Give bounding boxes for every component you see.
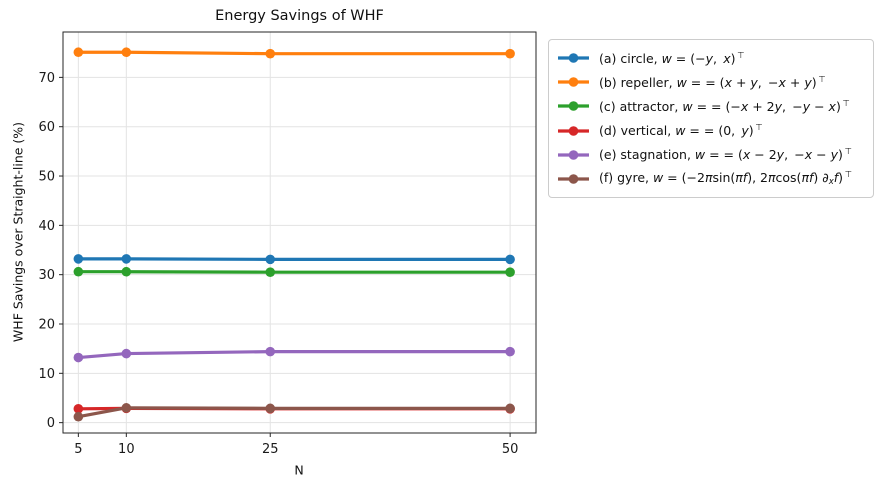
- data-point-c: [265, 267, 276, 278]
- legend-item-b: (b) repeller, w = = (x + y, −x + y) ⊤: [557, 70, 867, 94]
- data-point-f: [265, 403, 276, 414]
- y-tick-label: 30: [38, 268, 55, 283]
- x-tick-label: 10: [118, 442, 135, 457]
- data-point-c: [505, 267, 515, 278]
- y-tick-label: 0: [47, 416, 55, 431]
- legend-marker-icon: [558, 53, 589, 63]
- data-point-a: [265, 254, 276, 265]
- data-point-d: [73, 404, 84, 414]
- x-tick-label: 5: [74, 442, 82, 457]
- data-point-c: [73, 266, 84, 277]
- legend-label: (d) vertical, w = = (0, y) ⊤: [599, 123, 763, 139]
- data-point-e: [505, 346, 515, 357]
- legend-item-c: (c) attractor, w = = (−x + 2y, −y − x) ⊤: [557, 94, 867, 118]
- x-tick-label: 50: [502, 442, 519, 457]
- y-tick-label: 70: [38, 71, 55, 86]
- x-tick-label: 25: [262, 442, 279, 457]
- legend-item-a: (a) circle, w = (−y, x) ⊤: [557, 46, 867, 70]
- series-line-f: [76, 406, 512, 419]
- y-tick-label: 10: [38, 367, 55, 382]
- data-point-e: [73, 352, 84, 363]
- legend-label: (b) repeller, w = = (x + y, −x + y) ⊤: [599, 74, 826, 90]
- legend-box: (a) circle, w = (−y, x) ⊤ (b) repeller, w…: [548, 39, 874, 198]
- y-tick-label: 40: [38, 219, 55, 234]
- data-point-b: [121, 47, 132, 58]
- data-point-f: [505, 403, 515, 414]
- y-tick-label: 60: [38, 120, 55, 135]
- data-point-f: [73, 411, 84, 422]
- data-point-b: [73, 47, 84, 58]
- legend-label: (a) circle, w = (−y, x) ⊤: [599, 50, 745, 66]
- legend-item-e: (e) stagnation, w = = (x − 2y, −x − y) ⊤: [557, 143, 867, 167]
- data-point-a: [73, 254, 84, 264]
- data-point-c: [121, 266, 132, 277]
- legend-label: (c) attractor, w = = (−x + 2y, −y − x) ⊤: [599, 98, 850, 114]
- y-axis-title: WHF Savings over Straight-line (%): [10, 121, 26, 343]
- data-point-e: [265, 346, 276, 357]
- legend-marker-icon: [558, 174, 589, 184]
- x-axis-title: N: [294, 462, 304, 478]
- legend-label: (f) gyre, w = (−2πsin(πf), 2πcos(πf) ∂xf…: [599, 170, 853, 188]
- data-point-f: [121, 403, 132, 413]
- data-point-a: [505, 254, 515, 265]
- data-point-b: [265, 48, 276, 59]
- data-point-a: [121, 254, 132, 264]
- legend-marker-icon: [558, 77, 589, 88]
- y-tick-label: 50: [38, 170, 55, 185]
- data-point-b: [505, 48, 515, 59]
- series-line-e: [76, 350, 512, 360]
- legend-marker-icon: [558, 101, 589, 112]
- legend-label: (e) stagnation, w = = (x − 2y, −x − y) ⊤: [599, 147, 853, 163]
- legend-marker-icon: [558, 149, 589, 160]
- y-tick-label: 20: [38, 317, 55, 332]
- data-point-e: [121, 348, 132, 359]
- series-line-b: [76, 50, 512, 56]
- chart-title: Energy Savings of WHF: [215, 8, 384, 24]
- plot-border: [62, 31, 537, 434]
- legend-item-d: (d) vertical, w = = (0, y) ⊤: [557, 119, 867, 143]
- legend-marker-icon: [558, 125, 589, 136]
- legend-item-f: (f) gyre, w = (−2πsin(πf), 2πcos(πf) ∂xf…: [557, 167, 867, 191]
